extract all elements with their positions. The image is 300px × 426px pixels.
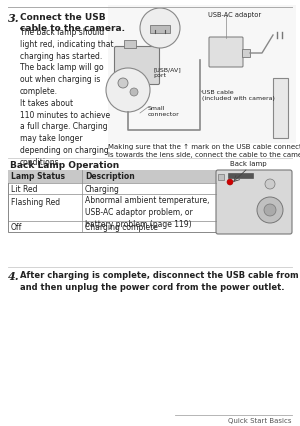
Text: USB cable
(included with camera): USB cable (included with camera): [202, 90, 275, 101]
Circle shape: [227, 179, 233, 185]
Text: After charging is complete, disconnect the USB cable from the camera
and then un: After charging is complete, disconnect t…: [20, 271, 300, 293]
Bar: [8, 170, 216, 232]
Bar: [108, 5, 296, 143]
Circle shape: [264, 204, 276, 216]
Text: Lamp Status: Lamp Status: [11, 172, 65, 181]
Text: Lit Red: Lit Red: [11, 185, 38, 194]
Text: Abnormal ambient temperature,
USB-AC adaptor problem, or
battery problem (page 1: Abnormal ambient temperature, USB-AC ada…: [85, 196, 209, 229]
Text: 3.: 3.: [8, 13, 20, 24]
Text: Small
connector: Small connector: [148, 106, 180, 117]
Text: Back lamp: Back lamp: [230, 161, 267, 167]
Text: Off: Off: [11, 223, 22, 232]
Circle shape: [106, 68, 150, 112]
Bar: [273, 78, 288, 138]
Bar: [124, 40, 136, 48]
Circle shape: [130, 88, 138, 96]
Circle shape: [265, 179, 275, 189]
FancyBboxPatch shape: [209, 37, 243, 67]
Text: Making sure that the ↑ mark on the USB cable connector
is towards the lens side,: Making sure that the ↑ mark on the USB c…: [108, 144, 300, 158]
Text: Back Lamp Operation: Back Lamp Operation: [10, 161, 119, 170]
Text: 4.: 4.: [8, 271, 20, 282]
FancyBboxPatch shape: [115, 46, 160, 84]
Text: Charging complete: Charging complete: [85, 223, 158, 232]
Text: Description: Description: [85, 172, 135, 181]
Bar: [242, 49, 250, 57]
Text: Quick Start Basics: Quick Start Basics: [229, 418, 292, 424]
Text: Connect the USB
cable to the camera.: Connect the USB cable to the camera.: [20, 13, 125, 34]
Text: The back lamp should
light red, indicating that
charging has started.
The back l: The back lamp should light red, indicati…: [20, 28, 114, 167]
Circle shape: [257, 197, 283, 223]
Text: Flashing Red: Flashing Red: [11, 198, 60, 207]
Circle shape: [140, 8, 180, 48]
Bar: [218, 174, 224, 180]
Text: Charging: Charging: [85, 185, 120, 194]
FancyBboxPatch shape: [216, 170, 292, 234]
Text: USB-AC adaptor: USB-AC adaptor: [208, 12, 261, 18]
Text: [USB/AV]
port: [USB/AV] port: [153, 67, 181, 78]
Bar: [228, 173, 253, 178]
Circle shape: [118, 78, 128, 88]
Bar: [8, 170, 216, 183]
Bar: [150, 25, 170, 33]
